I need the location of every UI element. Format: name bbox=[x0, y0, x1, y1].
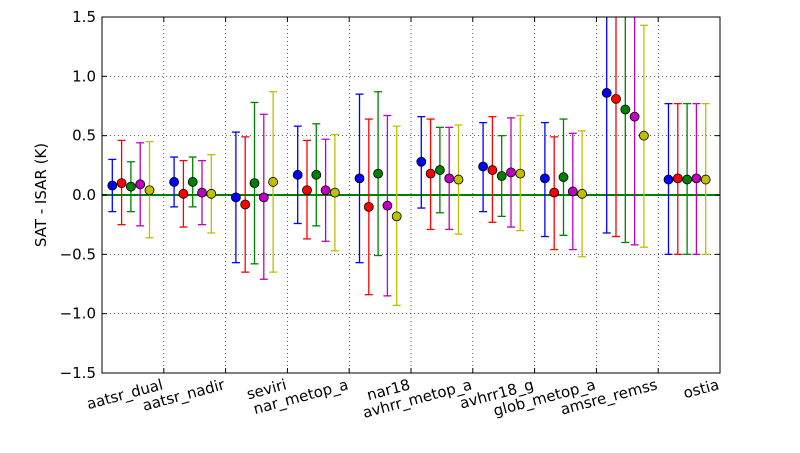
data-point bbox=[478, 161, 489, 172]
x-tick-label: ostia bbox=[681, 375, 721, 402]
data-point bbox=[700, 174, 711, 185]
data-point bbox=[206, 188, 217, 199]
data-point bbox=[125, 181, 136, 192]
data-point bbox=[169, 177, 180, 187]
data-point bbox=[240, 199, 251, 210]
series-2 bbox=[116, 17, 683, 296]
data-point bbox=[434, 165, 445, 175]
data-point bbox=[487, 165, 498, 175]
data-point bbox=[258, 192, 269, 203]
data-point bbox=[249, 178, 260, 189]
data-point bbox=[453, 174, 464, 185]
data-point bbox=[663, 174, 674, 185]
data-point bbox=[416, 156, 427, 167]
data-point bbox=[363, 201, 374, 212]
data-point bbox=[611, 93, 621, 104]
y-tick-label: −1.0 bbox=[60, 305, 96, 323]
data-point bbox=[178, 188, 189, 199]
series-3 bbox=[125, 17, 692, 265]
data-point bbox=[601, 88, 612, 98]
data-point bbox=[354, 173, 365, 184]
data-point bbox=[425, 168, 436, 179]
data-point bbox=[444, 173, 455, 184]
data-point bbox=[373, 168, 384, 179]
data-point bbox=[691, 173, 702, 184]
data-point bbox=[187, 177, 198, 187]
y-axis: 1.5 1.0 0.5 0.0 −0.5 −1.0 −1.5 bbox=[60, 8, 720, 382]
data-point bbox=[558, 172, 569, 183]
y-tick-label: 1.0 bbox=[72, 67, 96, 85]
data-point bbox=[320, 185, 331, 196]
data-point bbox=[629, 111, 640, 122]
y-tick-label: 1.5 bbox=[72, 8, 96, 26]
data-point bbox=[506, 167, 516, 178]
data-point bbox=[197, 187, 207, 198]
data-point bbox=[382, 200, 393, 211]
data-point bbox=[567, 186, 578, 197]
data-point bbox=[107, 180, 118, 191]
data-point bbox=[329, 187, 340, 198]
data-point bbox=[672, 173, 683, 184]
data-point bbox=[268, 177, 279, 187]
data-point bbox=[682, 174, 692, 185]
y-tick-label: −0.5 bbox=[60, 245, 96, 263]
y-tick-label: 0.0 bbox=[72, 186, 96, 204]
series-1 bbox=[107, 17, 674, 264]
data-point bbox=[230, 192, 241, 203]
data-point bbox=[620, 104, 631, 115]
y-axis-label: SAT - ISAR (K) bbox=[32, 143, 50, 247]
data-point bbox=[292, 169, 303, 180]
data-point bbox=[135, 179, 146, 190]
data-point bbox=[639, 130, 649, 141]
series-layer bbox=[107, 17, 711, 307]
data-point bbox=[302, 185, 312, 196]
y-tick-label: 0.5 bbox=[72, 127, 96, 145]
data-point bbox=[311, 169, 322, 180]
data-point bbox=[549, 187, 560, 198]
data-point bbox=[515, 168, 526, 179]
data-point bbox=[144, 185, 155, 196]
y-tick-label: −1.5 bbox=[60, 364, 96, 382]
data-point bbox=[391, 211, 402, 222]
data-point bbox=[540, 173, 550, 184]
data-point bbox=[496, 171, 507, 181]
series-5 bbox=[144, 24, 711, 307]
series-4 bbox=[135, 17, 702, 297]
data-point bbox=[577, 188, 587, 199]
data-point bbox=[116, 178, 127, 189]
